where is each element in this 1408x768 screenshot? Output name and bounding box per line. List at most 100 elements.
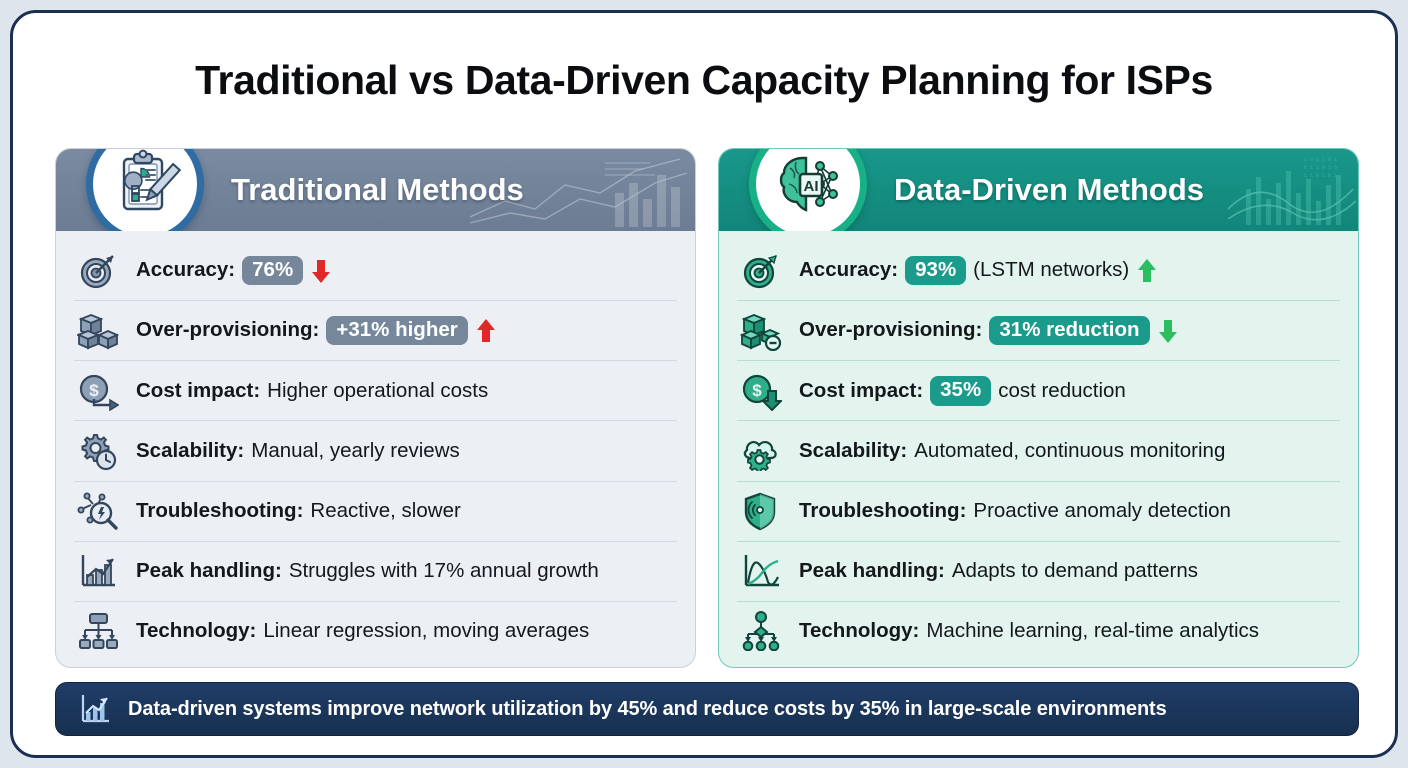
row-text-cost-impact-right: Cost impact: 35% cost reduction [799, 376, 1340, 406]
row-technology-right: Technology: Machine learning, real-time … [737, 600, 1340, 661]
cloud-gear-icon [737, 428, 785, 474]
row-value: Manual, yearly reviews [251, 438, 460, 462]
row-text-troubleshooting-right: Troubleshooting: Proactive anomaly detec… [799, 498, 1340, 523]
rows-data-driven: Accuracy: 93% (LSTM networks) [719, 231, 1358, 667]
row-accuracy-right: Accuracy: 93% (LSTM networks) [737, 241, 1340, 300]
node-network-icon [737, 608, 785, 654]
svg-text:AI: AI [804, 178, 819, 195]
row-overprovisioning-left: Over-provisioning: +31% higher [74, 300, 677, 360]
svg-text:$: $ [89, 381, 99, 400]
panel-data-driven-methods: 1 0 1 1 0 1 0 1 1 0 1 0 1 1 0 1 0 1 [718, 148, 1359, 668]
gear-clock-icon [74, 428, 122, 474]
row-pill: 93% [905, 255, 967, 286]
row-label: Troubleshooting: [799, 498, 967, 522]
row-accuracy-left: Accuracy: 76% [74, 241, 677, 300]
boxes-stack-icon [74, 308, 122, 354]
magnifier-network-icon [74, 488, 122, 534]
row-label: Troubleshooting: [136, 498, 304, 522]
row-label: Cost impact: [136, 378, 261, 402]
svg-text:$: $ [752, 381, 762, 400]
row-technology-left: Technology: Linear regression, moving av… [74, 600, 677, 661]
row-text-peak-handling-left: Peak handling: Struggles with 17% annual… [136, 559, 677, 583]
panel-header-data-driven: 1 0 1 1 0 1 0 1 1 0 1 0 1 1 0 1 0 1 [719, 149, 1358, 231]
row-text-peak-handling-right: Peak handling: Adapts to demand patterns [799, 559, 1340, 583]
clipboard-report-pencil-icon [122, 149, 182, 211]
row-peak-handling-left: Peak handling: Struggles with 17% annual… [74, 540, 677, 601]
chart-trend-up-icon [81, 695, 109, 723]
row-value: cost reduction [998, 378, 1126, 402]
panel-traditional-methods: Traditional Methods Accuracy: 76% [55, 148, 696, 668]
row-value: Automated, continuous monitoring [914, 438, 1226, 462]
row-text-technology-right: Technology: Machine learning, real-time … [799, 620, 1340, 643]
row-text-scalability-right: Scalability: Automated, continuous monit… [799, 438, 1340, 463]
row-scalability-left: Scalability: Manual, yearly reviews [74, 420, 677, 480]
row-value: Machine learning, real-time analytics [926, 619, 1260, 643]
row-text-troubleshooting-left: Troubleshooting: Reactive, slower [136, 498, 677, 523]
row-value: Proactive anomaly detection [973, 498, 1231, 522]
row-label: Scalability: [799, 438, 908, 462]
row-label: Peak handling: [799, 559, 945, 582]
page-title: Traditional vs Data-Driven Capacity Plan… [195, 57, 1213, 103]
row-text-cost-impact-left: Cost impact: Higher operational costs [136, 378, 677, 403]
boxes-minus-icon [737, 308, 785, 354]
row-label: Over-provisioning: [136, 318, 320, 342]
dollar-down-arrow-icon: $ [737, 368, 785, 414]
row-peak-handling-right: Peak handling: Adapts to demand patterns [737, 540, 1340, 601]
row-scalability-right: Scalability: Automated, continuous monit… [737, 420, 1340, 480]
arrow-down-green-icon [1158, 319, 1177, 343]
arrow-up-red-icon [476, 318, 495, 342]
target-dartboard-icon [74, 248, 122, 294]
summary-banner: Data-driven systems improve network util… [55, 682, 1359, 736]
row-overprovisioning-right: Over-provisioning: 31% reduction [737, 300, 1340, 360]
row-label: Peak handling: [136, 559, 282, 582]
svg-text:0 1 1 0 1 0: 0 1 1 0 1 0 [1304, 165, 1337, 171]
header-data-decoration-icon: 1 0 1 1 0 1 0 1 1 0 1 0 1 1 0 1 0 1 [1227, 157, 1357, 225]
row-label: Technology: [136, 619, 257, 643]
row-text-overprovisioning-right: Over-provisioning: 31% reduction [799, 315, 1340, 346]
panel-header-traditional: Traditional Methods [56, 149, 695, 231]
row-troubleshooting-left: Troubleshooting: Reactive, slower [74, 480, 677, 541]
row-pill: +31% higher [326, 315, 468, 346]
row-value: Adapts to demand patterns [951, 559, 1198, 582]
panel-heading-left: Traditional Methods [231, 172, 524, 207]
row-pill: 35% [930, 376, 992, 406]
row-pill: 76% [242, 255, 304, 286]
row-pill: 31% reduction [989, 315, 1150, 346]
row-label: Over-provisioning: [799, 318, 983, 342]
panel-heading-right: Data-Driven Methods [894, 172, 1205, 207]
row-label: Scalability: [136, 438, 245, 462]
row-value: (LSTM networks) [973, 258, 1130, 282]
header-chart-decoration-icon [469, 158, 688, 227]
shield-signal-icon [737, 488, 785, 534]
row-text-technology-left: Technology: Linear regression, moving av… [136, 620, 677, 643]
target-dartboard-icon [737, 248, 785, 294]
dollar-circle-arrow-icon: $ [74, 368, 122, 414]
svg-text:1 1 0 1 0 1: 1 1 0 1 0 1 [1304, 173, 1337, 179]
row-label: Accuracy: [136, 258, 236, 282]
row-value: Linear regression, moving averages [263, 619, 590, 643]
rows-traditional: Accuracy: 76% [56, 231, 695, 667]
bar-chart-growth-icon [74, 548, 122, 594]
ai-brain-network-icon: AI [779, 156, 838, 212]
banner-text: Data-driven systems improve network util… [128, 697, 1167, 720]
row-cost-impact-left: $ Cost impact: Higher operational costs [74, 360, 677, 420]
hierarchy-tree-icon [74, 608, 122, 654]
row-text-overprovisioning-left: Over-provisioning: +31% higher [136, 315, 677, 346]
row-text-accuracy-left: Accuracy: 76% [136, 255, 677, 286]
row-text-scalability-left: Scalability: Manual, yearly reviews [136, 438, 677, 463]
row-label: Cost impact: [799, 378, 924, 402]
line-chart-curves-icon [737, 548, 785, 594]
row-value: Struggles with 17% annual growth [288, 559, 599, 582]
arrow-down-red-icon [312, 259, 331, 283]
row-label: Accuracy: [799, 258, 899, 282]
row-troubleshooting-right: Troubleshooting: Proactive anomaly detec… [737, 480, 1340, 541]
infographic-poster: Traditional vs Data-Driven Capacity Plan… [10, 10, 1398, 758]
row-cost-impact-right: $ Cost impact: 35% cost reduction [737, 360, 1340, 420]
svg-text:1 0 1 1 0 1: 1 0 1 1 0 1 [1304, 157, 1337, 163]
row-label: Technology: [799, 619, 920, 643]
arrow-up-green-icon [1138, 258, 1157, 282]
emblem-clipboard-report [86, 149, 204, 231]
row-value: Higher operational costs [267, 378, 489, 402]
row-text-accuracy-right: Accuracy: 93% (LSTM networks) [799, 255, 1340, 286]
row-value: Reactive, slower [310, 498, 461, 522]
